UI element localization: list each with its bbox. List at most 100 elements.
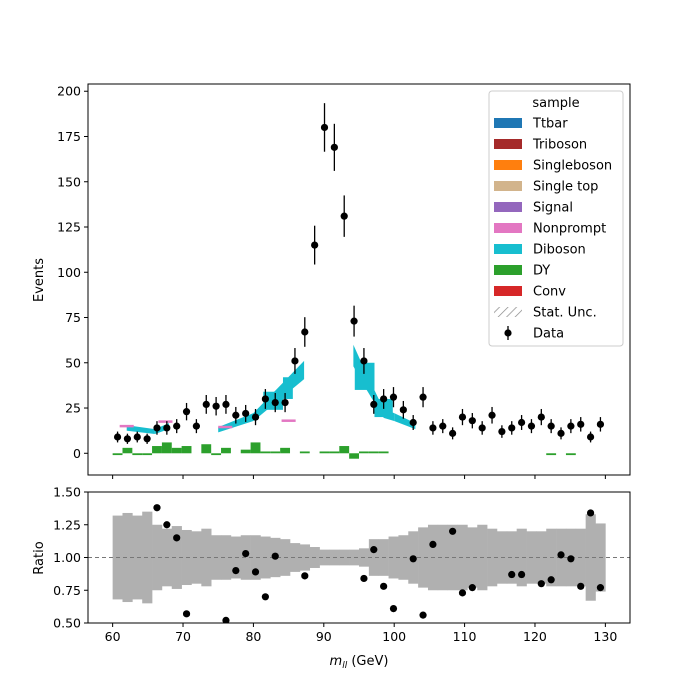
stat-unc-band [299,544,311,571]
ratio-point [409,555,417,563]
legend-label: Stat. Unc. [533,306,597,321]
data-point [212,402,220,410]
ratio-panel-marks [88,504,630,623]
dy-bar [319,451,330,454]
stat-unc-band [467,527,478,588]
x-axis-label: mll (GeV) [330,654,389,671]
legend-swatch [494,223,522,233]
dy-bar [546,453,557,456]
ratio-point [458,589,467,597]
dy-bar [260,451,271,454]
top-y-tick-label: 75 [65,310,81,325]
top-panel-marks [112,103,605,459]
data-point [192,422,200,430]
stat-unc-band [152,524,163,591]
legend-swatch-hatch [494,307,522,317]
axes: 0 25 50 75 100 125 150 175 200 0.50 0.75 1.00 1.25 1.… [53,84,617,644]
stat-unc-band [339,549,350,566]
data-point [586,433,595,441]
dy-bar [171,447,182,454]
ratio-point [518,570,526,579]
legend-marker [504,329,512,337]
ratio-point [251,568,260,576]
stat-unc-band [388,536,399,579]
data-point [330,143,338,151]
data-point [123,435,132,443]
data-point [153,424,161,432]
legend-label: DY [533,264,550,279]
data-point [360,357,368,365]
dy-bar [132,453,143,456]
stat-unc-band [536,531,547,584]
data-point [182,408,191,416]
ratio-point [596,584,605,592]
data-point [567,422,575,430]
dy-bar [280,447,291,454]
legend-label: Nonprompt [533,222,606,237]
legend-swatch [494,202,522,212]
data-point [537,413,545,421]
dy-bar [142,453,153,456]
x-tick-label: 130 [593,629,617,644]
ratio-y-axis-label: Ratio [32,541,47,574]
data-point [222,400,230,409]
data-point [242,409,250,418]
stat-unc-band [122,512,133,603]
data-point [113,433,122,441]
dy-bar [250,442,261,454]
diboson-bar [354,362,375,390]
data-point [439,422,447,430]
data-point [557,429,565,437]
dy-bar [368,451,379,454]
data-point [380,395,388,403]
top-panel-frame [87,83,631,476]
top-y-tick-label: 200 [57,84,81,99]
ratio-point [508,570,516,579]
data-point [498,427,506,436]
data-point [547,422,555,430]
legend-label: Ttbar [532,117,568,132]
legend-swatch [494,181,522,191]
dy-bar [211,453,222,456]
x-tick-label: 90 [316,629,332,644]
top-y-tick-label: 175 [57,129,81,144]
data-point [508,424,516,432]
data-point [350,317,358,325]
dy-bar [152,446,162,454]
stat-unc-band [171,526,182,589]
top-y-tick-label: 125 [57,220,81,235]
dy-bar [270,451,281,454]
ratio-point [557,551,565,559]
data-point [478,424,486,432]
data-point [518,418,526,427]
data-point [301,328,309,336]
dy-bar [240,449,251,454]
ratio-point [153,504,161,512]
data-point [370,400,378,409]
top-y-axis-label: Events [32,258,47,302]
stat-unc-band [319,549,330,566]
stat-unc-band [250,535,261,580]
ratio-point [360,574,368,583]
data-point [399,406,407,414]
data-point [261,395,269,403]
ratio-point [222,616,230,623]
ratio-point [547,576,555,584]
top-y-tick-label: 50 [65,355,81,370]
ratio-point [468,584,476,592]
legend-swatch [494,286,522,296]
stat-unc-band [201,528,212,587]
x-tick-label: 70 [175,629,191,644]
data-point [527,422,536,430]
data-point [320,123,329,132]
data-point [143,435,151,443]
ratio-point [173,534,181,542]
data-point [202,400,210,409]
ratio-point [449,527,457,535]
ratio-point [271,552,279,560]
ratio-y-tick-label: 1.50 [53,485,81,500]
data-point [311,241,319,249]
data-point [488,411,496,419]
